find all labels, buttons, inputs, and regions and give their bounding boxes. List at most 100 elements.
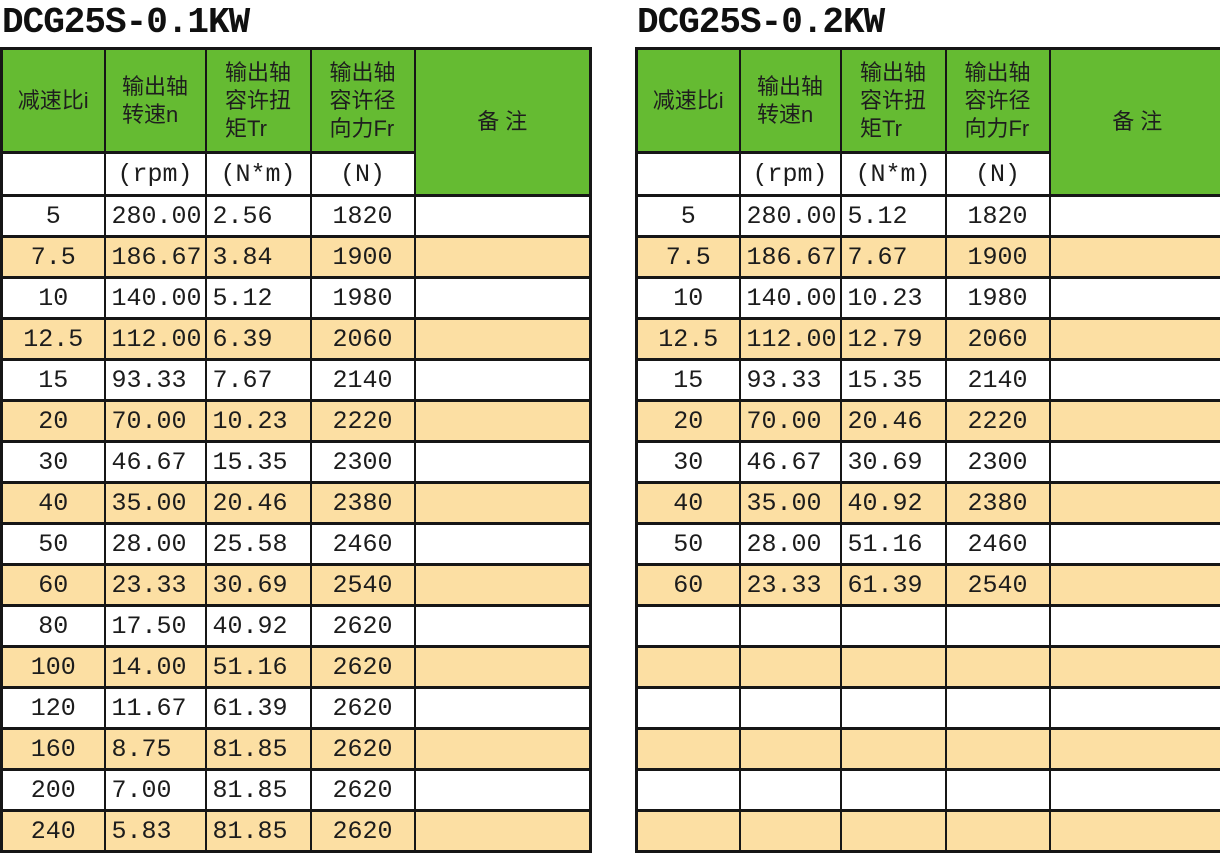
table-row: 160 8.75 81.85 2620 [2,729,591,770]
cell-ratio: 30 [2,442,105,483]
cell-remark [1050,483,1220,524]
cell-speed [740,811,841,852]
cell-remark [415,770,591,811]
cell-ratio: 5 [637,196,740,237]
col-header-remark-label: 备 注 [477,108,527,136]
table-row [637,688,1220,729]
cell-remark [1050,688,1220,729]
cell-radial [946,606,1050,647]
cell-torque: 61.39 [206,688,311,729]
cell-remark [415,483,591,524]
col-header-remark: 备 注 [415,49,591,196]
cell-radial: 2620 [311,688,415,729]
table-row: 60 23.33 30.69 2540 [2,565,591,606]
cell-radial: 1900 [311,237,415,278]
cell-remark [415,565,591,606]
cell-speed: 14.00 [105,647,206,688]
cell-torque: 3.84 [206,237,311,278]
cell-ratio: 160 [2,729,105,770]
table-row: 10 140.00 10.23 1980 [637,278,1220,319]
cell-ratio: 30 [637,442,740,483]
cell-ratio: 50 [2,524,105,565]
cell-radial: 2540 [311,565,415,606]
table-row: 10 140.00 5.12 1980 [2,278,591,319]
cell-ratio: 20 [2,401,105,442]
cell-torque: 10.23 [841,278,946,319]
cell-radial: 2540 [946,565,1050,606]
col-header-ratio-label: 减速比i [18,87,89,115]
cell-torque: 10.23 [206,401,311,442]
cell-speed: 280.00 [740,196,841,237]
cell-remark [415,688,591,729]
unit-ratio [637,153,740,196]
cell-remark [415,278,591,319]
cell-radial: 2620 [311,647,415,688]
cell-ratio: 120 [2,688,105,729]
cell-torque [841,606,946,647]
cell-torque: 20.46 [206,483,311,524]
cell-torque: 2.56 [206,196,311,237]
cell-speed: 46.67 [105,442,206,483]
cell-ratio [637,729,740,770]
cell-radial: 2620 [311,729,415,770]
spec-panel-0-1kw: DCG25S-0.1KW 减速比i 输出轴 转速n 输出轴 容许扭 矩Tr 输出… [0,0,589,853]
cell-remark [1050,647,1220,688]
cell-remark [1050,729,1220,770]
cell-radial: 2140 [311,360,415,401]
cell-speed: 23.33 [740,565,841,606]
cell-radial [946,770,1050,811]
col-header-remark-label: 备 注 [1112,108,1162,136]
col-header-torque: 输出轴 容许扭 矩Tr [206,49,311,153]
cell-ratio: 12.5 [637,319,740,360]
cell-remark [1050,401,1220,442]
cell-radial [946,688,1050,729]
cell-torque [841,688,946,729]
cell-radial: 2220 [311,401,415,442]
col-header-radial-label: 输出轴 容许径 向力Fr [964,59,1030,143]
cell-speed: 140.00 [105,278,206,319]
cell-remark [415,606,591,647]
col-header-torque: 输出轴 容许扭 矩Tr [841,49,946,153]
cell-torque [841,811,946,852]
cell-speed: 35.00 [740,483,841,524]
cell-radial: 1980 [311,278,415,319]
unit-torque: (N*m) [206,153,311,196]
table-row: 50 28.00 25.58 2460 [2,524,591,565]
col-header-torque-label: 输出轴 容许扭 矩Tr [225,59,291,143]
spec-panel-0-2kw: DCG25S-0.2KW 减速比i 输出轴 转速n 输出轴 容许扭 矩Tr 输出… [635,0,1220,853]
cell-ratio: 5 [2,196,105,237]
cell-speed: 7.00 [105,770,206,811]
cell-radial: 2620 [311,606,415,647]
cell-radial: 2460 [311,524,415,565]
cell-ratio: 10 [637,278,740,319]
header-row: 减速比i 输出轴 转速n 输出轴 容许扭 矩Tr 输出轴 容许径 向力Fr 备 … [2,49,591,153]
cell-torque: 30.69 [206,565,311,606]
cell-radial: 1820 [946,196,1050,237]
cell-speed: 93.33 [740,360,841,401]
cell-radial: 2620 [311,770,415,811]
cell-ratio [637,688,740,729]
cell-radial: 2460 [946,524,1050,565]
table-row: 50 28.00 51.16 2460 [637,524,1220,565]
cell-torque: 5.12 [841,196,946,237]
cell-ratio [637,647,740,688]
cell-remark [1050,442,1220,483]
cell-torque: 12.79 [841,319,946,360]
cell-radial: 2620 [311,811,415,852]
table-row [637,606,1220,647]
cell-radial: 2060 [946,319,1050,360]
table-row: 40 35.00 20.46 2380 [2,483,591,524]
cell-remark [1050,196,1220,237]
cell-ratio: 7.5 [2,237,105,278]
header-row: 减速比i 输出轴 转速n 输出轴 容许扭 矩Tr 输出轴 容许径 向力Fr 备 … [637,49,1220,153]
table-row: 5 280.00 2.56 1820 [2,196,591,237]
col-header-speed-label: 输出轴 转速n [757,73,823,129]
table-title: DCG25S-0.2KW [635,0,1220,47]
cell-radial: 2140 [946,360,1050,401]
unit-speed: (rpm) [105,153,206,196]
cell-speed: 70.00 [105,401,206,442]
col-header-speed-label: 输出轴 转速n [122,73,188,129]
cell-torque: 81.85 [206,729,311,770]
col-header-speed: 输出轴 转速n [105,49,206,153]
cell-remark [1050,278,1220,319]
